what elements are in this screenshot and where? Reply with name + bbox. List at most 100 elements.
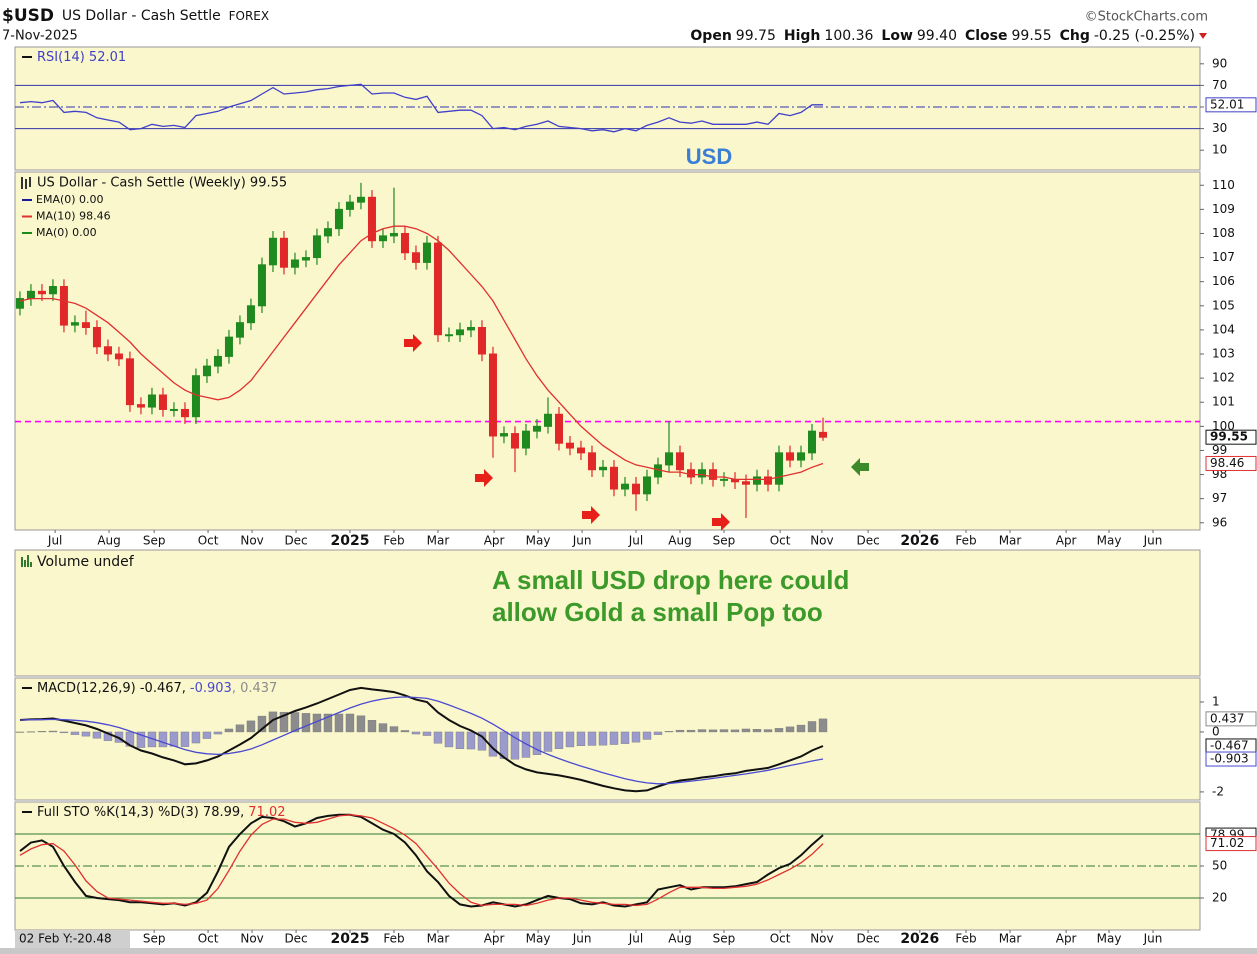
candle-body bbox=[224, 336, 233, 357]
histogram-bar bbox=[235, 724, 245, 733]
symbol: $USD bbox=[2, 6, 54, 26]
candle-body bbox=[786, 452, 795, 461]
candle-body bbox=[367, 196, 376, 242]
y-tick-label: 90 bbox=[1212, 56, 1227, 70]
histogram-bar bbox=[400, 730, 410, 733]
source: ©StockCharts.com bbox=[1085, 10, 1208, 25]
histogram-bar bbox=[708, 729, 718, 733]
histogram-bar bbox=[576, 731, 586, 746]
x-tick-label: Sep bbox=[143, 534, 166, 548]
y-tick-label: 103 bbox=[1212, 347, 1235, 361]
histogram-bar bbox=[246, 720, 256, 733]
candle-body bbox=[576, 447, 585, 454]
candle-body bbox=[147, 394, 156, 408]
candle-body bbox=[455, 329, 464, 336]
candle-body bbox=[642, 476, 651, 495]
value-box bbox=[1205, 751, 1257, 767]
candle-body bbox=[433, 242, 442, 336]
histogram-bar bbox=[433, 731, 443, 744]
histogram-bar bbox=[48, 730, 58, 733]
y-tick-label: 101 bbox=[1212, 395, 1235, 409]
y-tick-label: 109 bbox=[1212, 202, 1235, 216]
y-tick-label: 99 bbox=[1212, 443, 1227, 457]
x-tick-label: Jun bbox=[1143, 534, 1163, 548]
candle-body bbox=[70, 322, 79, 326]
candle-body bbox=[675, 452, 684, 471]
y-tick-label: 106 bbox=[1212, 274, 1235, 288]
x-tick-label: Nov bbox=[240, 534, 263, 548]
x-tick-label: Jul bbox=[47, 534, 62, 548]
x-tick-label: Oct bbox=[770, 932, 791, 946]
candle-body bbox=[565, 442, 574, 449]
histogram-bar bbox=[697, 729, 707, 733]
candle-body bbox=[686, 469, 695, 478]
histogram-bar bbox=[686, 729, 696, 733]
legend-label: RSI(14) 52.01 bbox=[37, 50, 126, 65]
histogram-bar bbox=[455, 731, 465, 749]
series-line bbox=[19, 696, 824, 785]
histogram-bar bbox=[719, 729, 729, 733]
x-tick-label: Feb bbox=[955, 534, 976, 548]
x-tick-label: Apr bbox=[1056, 932, 1077, 946]
scrollbar bbox=[0, 948, 1257, 954]
candle-body bbox=[323, 228, 332, 237]
histogram-bar bbox=[345, 713, 355, 733]
histogram-bar bbox=[257, 715, 267, 733]
value-box-label: 98.46 bbox=[1210, 456, 1244, 470]
y-tick-label: 1 bbox=[1212, 694, 1220, 708]
legend: Full STO %K(14,3) %D(3) 78.99, 71.02 bbox=[37, 805, 286, 820]
y-tick-label: 0 bbox=[1212, 724, 1220, 738]
legend-label: EMA(0) 0.00 bbox=[36, 193, 104, 206]
candle-body bbox=[235, 322, 244, 338]
candle-body bbox=[664, 452, 673, 466]
value-box bbox=[1205, 711, 1257, 727]
histogram-bar bbox=[180, 731, 190, 747]
candle-body bbox=[400, 232, 409, 254]
instrument-name: US Dollar - Cash Settle bbox=[62, 8, 221, 24]
exchange: FOREX bbox=[229, 9, 270, 23]
quote-value: -0.25 (-0.25%) bbox=[1094, 28, 1195, 44]
x-tick-label: 2025 bbox=[330, 533, 369, 549]
x-tick-label: Nov bbox=[810, 534, 833, 548]
y-tick-label: 97 bbox=[1212, 491, 1227, 505]
y-tick-label: 20 bbox=[1212, 891, 1227, 905]
candle-body bbox=[499, 433, 508, 437]
candle-body bbox=[554, 413, 563, 444]
quote-label: Open bbox=[690, 28, 731, 44]
series-line bbox=[19, 814, 824, 907]
x-tick-label: Dec bbox=[284, 534, 307, 548]
value-box-label: 52.01 bbox=[1210, 97, 1244, 111]
candle-body bbox=[290, 259, 299, 268]
histogram-bar bbox=[796, 724, 806, 733]
candle-body bbox=[697, 469, 706, 478]
legend-label: MA(0) 0.00 bbox=[36, 226, 97, 239]
value-box-label: -0.467 bbox=[1210, 738, 1249, 752]
value-box-label: 71.02 bbox=[1210, 836, 1244, 850]
x-tick-label: Mar bbox=[427, 932, 450, 946]
candle-body bbox=[444, 334, 453, 337]
candle-body bbox=[180, 408, 189, 418]
histogram-bar bbox=[356, 715, 366, 733]
y-tick-label: 110 bbox=[1212, 178, 1235, 192]
histogram-bar bbox=[323, 713, 333, 733]
x-tick-label: May bbox=[526, 534, 551, 548]
x-tick-label: Dec bbox=[284, 932, 307, 946]
y-tick-label: 102 bbox=[1212, 371, 1235, 385]
legend-label: MACD(12,26,9) -0.467, bbox=[37, 681, 186, 696]
candle-body bbox=[345, 201, 354, 210]
candle-body bbox=[356, 196, 365, 203]
histogram-bar bbox=[15, 731, 25, 733]
x-tick-label: 2026 bbox=[900, 931, 939, 947]
histogram-bar bbox=[301, 713, 311, 733]
histogram-bar bbox=[554, 731, 564, 749]
cursor-label-box bbox=[15, 930, 130, 948]
candle-body bbox=[532, 425, 541, 432]
histogram-bar bbox=[202, 731, 212, 739]
quote-value: 99.55 bbox=[1012, 28, 1052, 44]
histogram-bar bbox=[774, 728, 784, 733]
candle-body bbox=[202, 365, 211, 377]
histogram-bar bbox=[741, 728, 751, 733]
candle-body bbox=[279, 237, 288, 268]
histogram-bar bbox=[279, 711, 289, 733]
